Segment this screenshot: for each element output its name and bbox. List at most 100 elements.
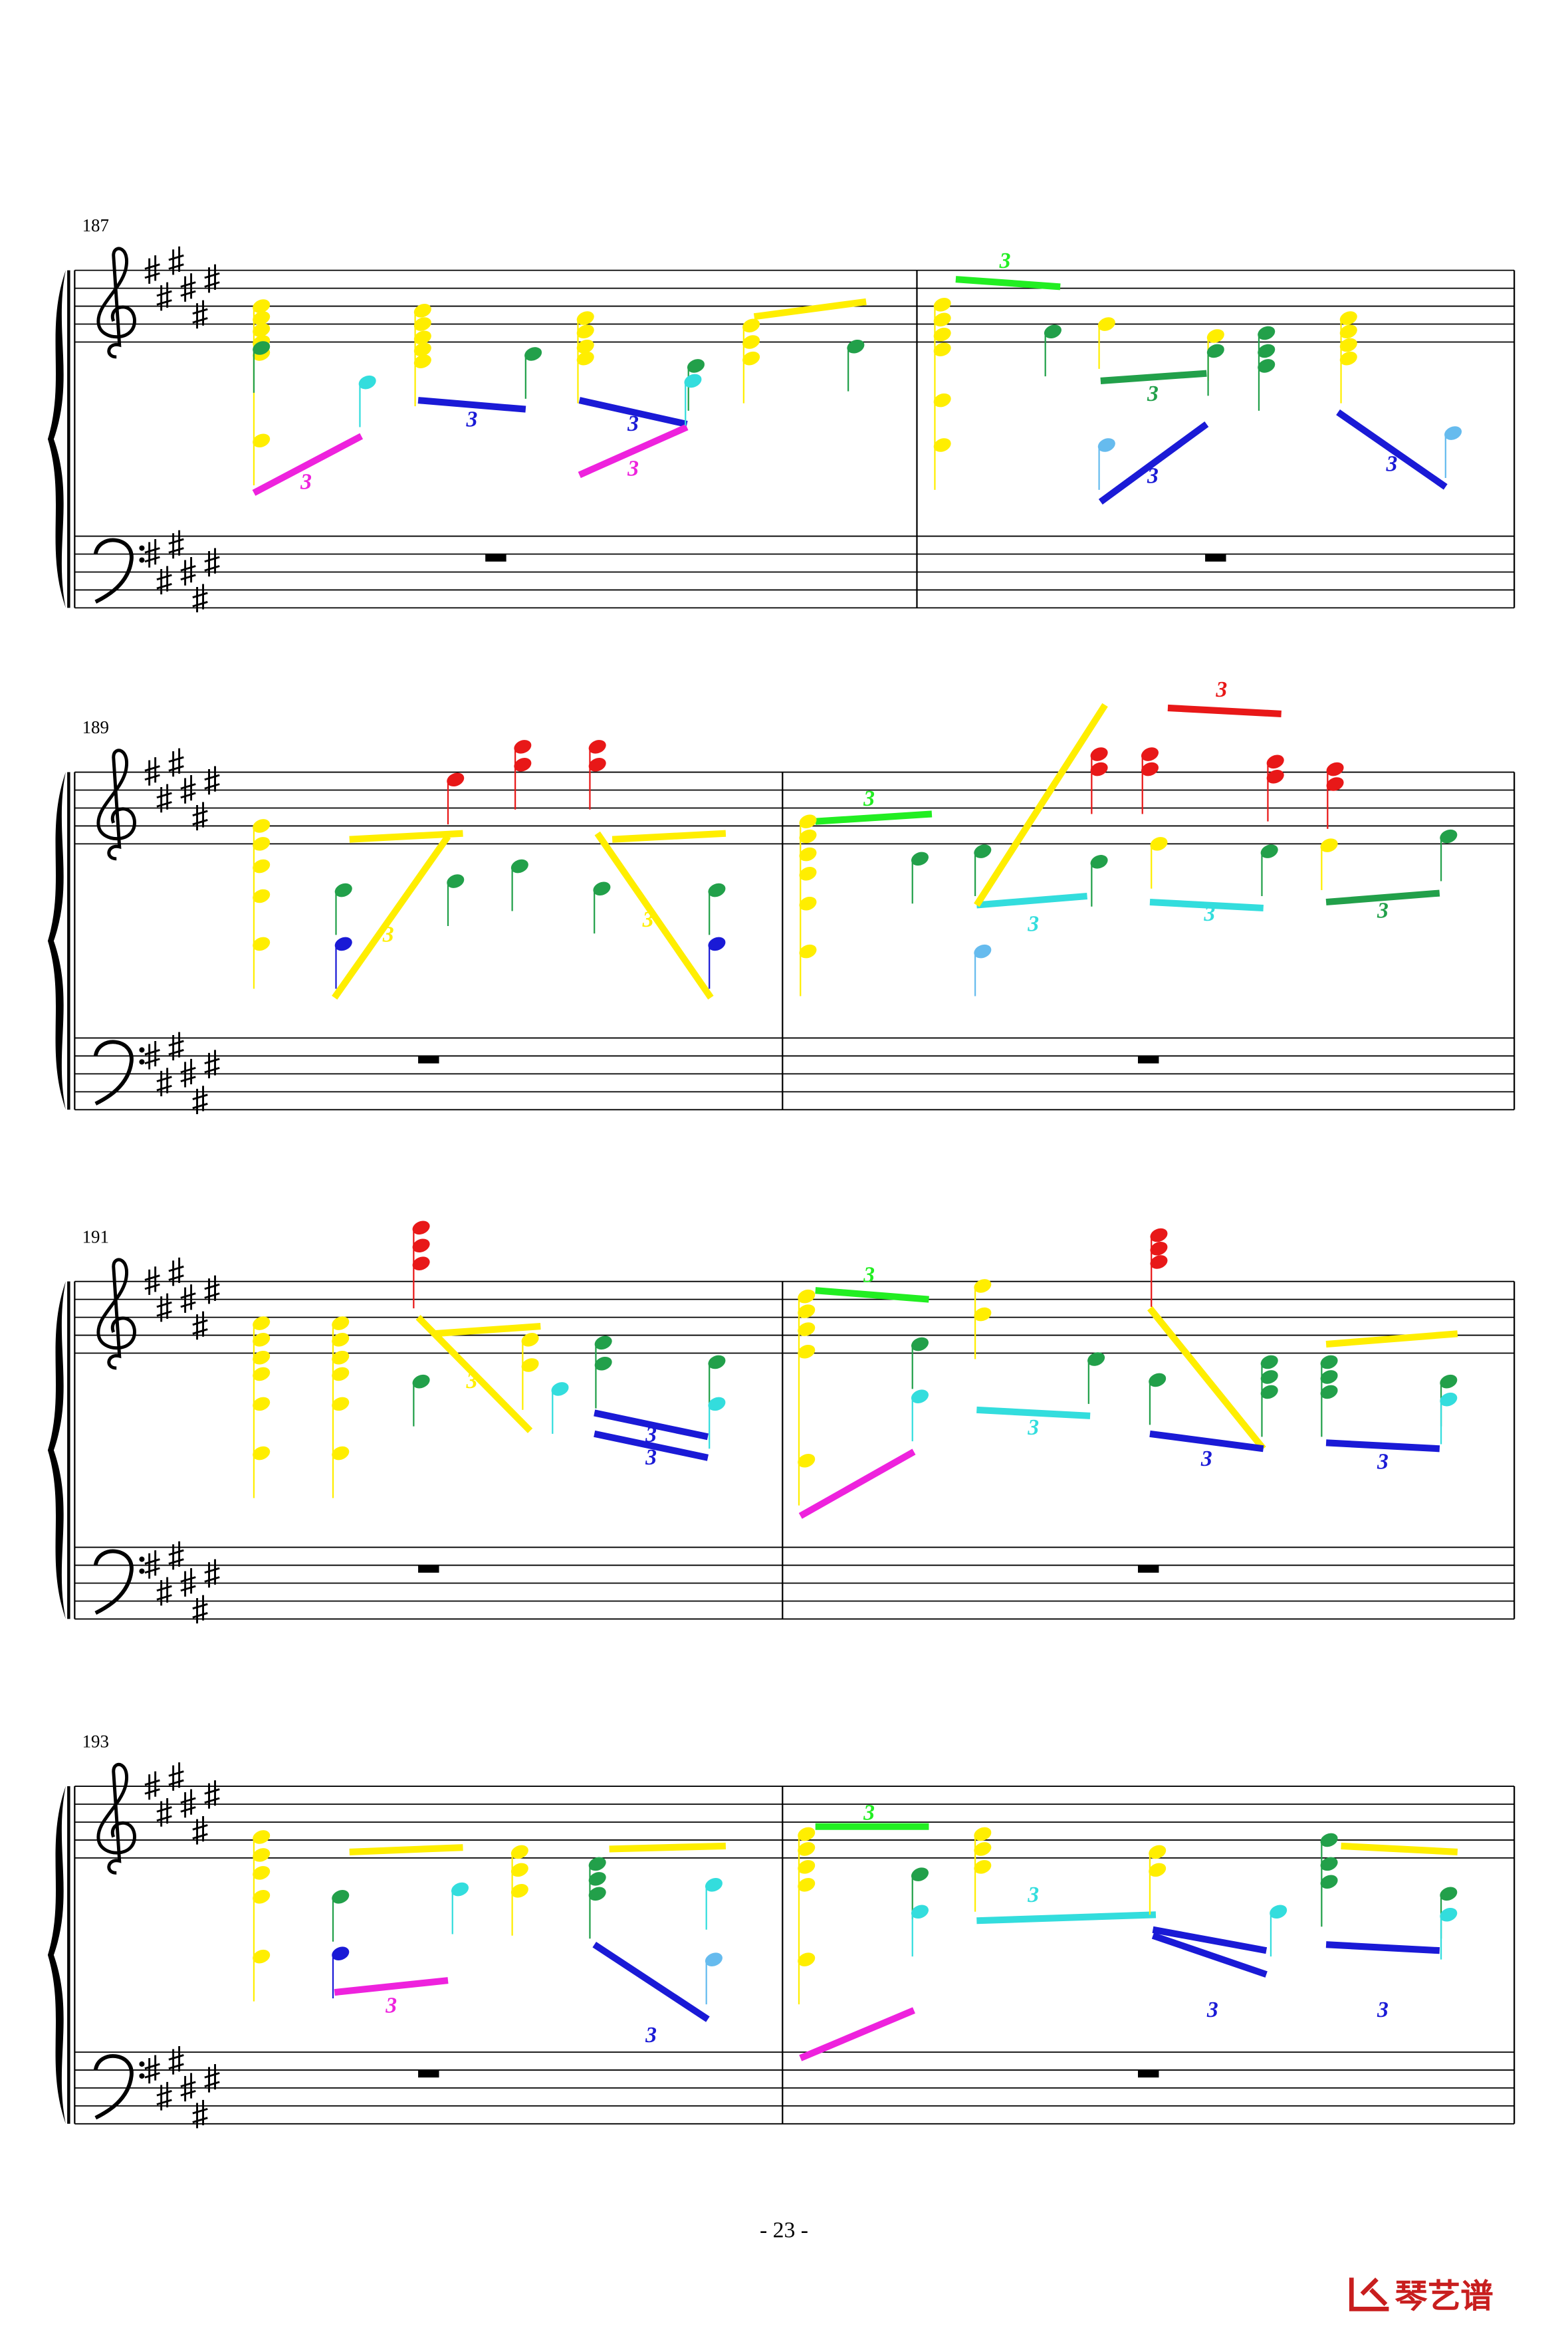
beam bbox=[1152, 1926, 1268, 1954]
tuplet-number: 3 bbox=[1203, 901, 1215, 926]
note-head bbox=[1206, 329, 1224, 343]
note-head bbox=[1339, 324, 1357, 339]
note-head bbox=[334, 937, 352, 951]
note-head bbox=[332, 1350, 350, 1365]
beam bbox=[815, 1287, 929, 1303]
beam bbox=[592, 1941, 710, 2022]
tuplet-number: 3 bbox=[1386, 452, 1398, 477]
sharp bbox=[168, 1541, 184, 1570]
bass-clef-dot bbox=[139, 545, 145, 551]
beam bbox=[1149, 1430, 1264, 1453]
bass-clef bbox=[93, 1040, 134, 1106]
beam bbox=[578, 423, 689, 479]
sharp bbox=[168, 1762, 184, 1791]
bass-clef-dot bbox=[139, 1047, 145, 1053]
tuplet-number: 3 bbox=[466, 1369, 478, 1393]
note-head bbox=[798, 1322, 816, 1336]
note-head bbox=[798, 1952, 816, 1966]
note-head bbox=[1149, 1845, 1167, 1859]
note-head bbox=[332, 1946, 350, 1960]
brace bbox=[47, 772, 66, 1110]
note-head bbox=[510, 1884, 528, 1898]
note-head bbox=[332, 1333, 350, 1347]
bass-clef-dot bbox=[139, 1556, 145, 1562]
sharp bbox=[156, 1577, 172, 1606]
note-head bbox=[1149, 1373, 1167, 1387]
treble-clef bbox=[96, 749, 136, 861]
sharp bbox=[144, 1550, 160, 1579]
beam bbox=[1336, 409, 1448, 490]
note-head bbox=[253, 433, 271, 448]
tuplet-number: 3 bbox=[863, 1263, 875, 1288]
note-head bbox=[588, 740, 606, 754]
note-head bbox=[974, 844, 992, 858]
sharp bbox=[204, 1780, 220, 1809]
beam bbox=[976, 1406, 1091, 1419]
sharp bbox=[180, 2073, 196, 2102]
beam bbox=[815, 810, 933, 825]
note-head bbox=[253, 1367, 271, 1381]
note-head bbox=[1090, 762, 1108, 776]
note-head bbox=[1150, 1241, 1168, 1256]
beam bbox=[332, 834, 451, 1000]
sharp bbox=[180, 557, 196, 586]
bass-clef-dot bbox=[139, 2073, 145, 2079]
note-head bbox=[588, 1857, 606, 1871]
note-head bbox=[451, 1882, 469, 1897]
tuplet-number: 3 bbox=[1027, 912, 1039, 937]
note-head bbox=[1440, 1887, 1458, 1901]
sharp bbox=[192, 1595, 208, 1624]
note-head bbox=[1440, 1392, 1458, 1407]
beam bbox=[417, 397, 526, 413]
note-head bbox=[447, 772, 465, 787]
note-head bbox=[1440, 1374, 1458, 1389]
note-head bbox=[253, 1848, 271, 1862]
bass-clef bbox=[93, 2054, 134, 2120]
note-head bbox=[253, 1866, 271, 1880]
sharp bbox=[192, 584, 208, 613]
note-head bbox=[799, 814, 817, 828]
system: 193 3 3 3 3 3 3 bbox=[47, 1732, 1515, 2129]
tuplet-number: 3 bbox=[1215, 677, 1227, 702]
note-head bbox=[1260, 1385, 1278, 1399]
note-head bbox=[1149, 1863, 1167, 1877]
bass-clef-dot bbox=[139, 1568, 145, 1574]
note-head bbox=[253, 819, 271, 833]
sharp bbox=[168, 530, 184, 559]
beam bbox=[974, 703, 1108, 907]
sharp bbox=[180, 1058, 196, 1088]
measure-number: 193 bbox=[82, 1732, 109, 1752]
note-head bbox=[588, 758, 606, 772]
note-head bbox=[911, 1867, 929, 1881]
sharp bbox=[156, 282, 172, 311]
note-head bbox=[687, 359, 705, 373]
sharp bbox=[180, 775, 196, 804]
beam bbox=[252, 433, 364, 496]
sharp bbox=[168, 748, 184, 777]
note-head bbox=[798, 1453, 816, 1468]
bass-clef-dot bbox=[139, 1059, 145, 1065]
note-head bbox=[933, 393, 951, 408]
beam bbox=[1149, 898, 1264, 912]
beam bbox=[594, 831, 714, 1000]
tuplet-number: 3 bbox=[382, 922, 394, 947]
sharp bbox=[156, 566, 172, 595]
note-head bbox=[1320, 1833, 1338, 1847]
sharp bbox=[144, 1771, 160, 1800]
note-head bbox=[1258, 359, 1276, 373]
note-head bbox=[253, 323, 271, 337]
note-head bbox=[742, 318, 760, 333]
tuplet-number: 3 bbox=[863, 1800, 875, 1825]
whole-rest bbox=[418, 1565, 439, 1573]
whole-rest bbox=[1137, 2069, 1159, 2078]
sharp bbox=[156, 1068, 172, 1097]
sharp bbox=[204, 1559, 220, 1588]
beam bbox=[753, 298, 867, 320]
note-head bbox=[576, 311, 594, 325]
note-head bbox=[684, 374, 702, 388]
tuplet-number: 3 bbox=[1027, 1883, 1039, 1907]
sharp bbox=[144, 539, 160, 568]
note-head bbox=[933, 327, 951, 342]
note-head bbox=[510, 1845, 528, 1859]
measure-number: 189 bbox=[82, 717, 109, 737]
